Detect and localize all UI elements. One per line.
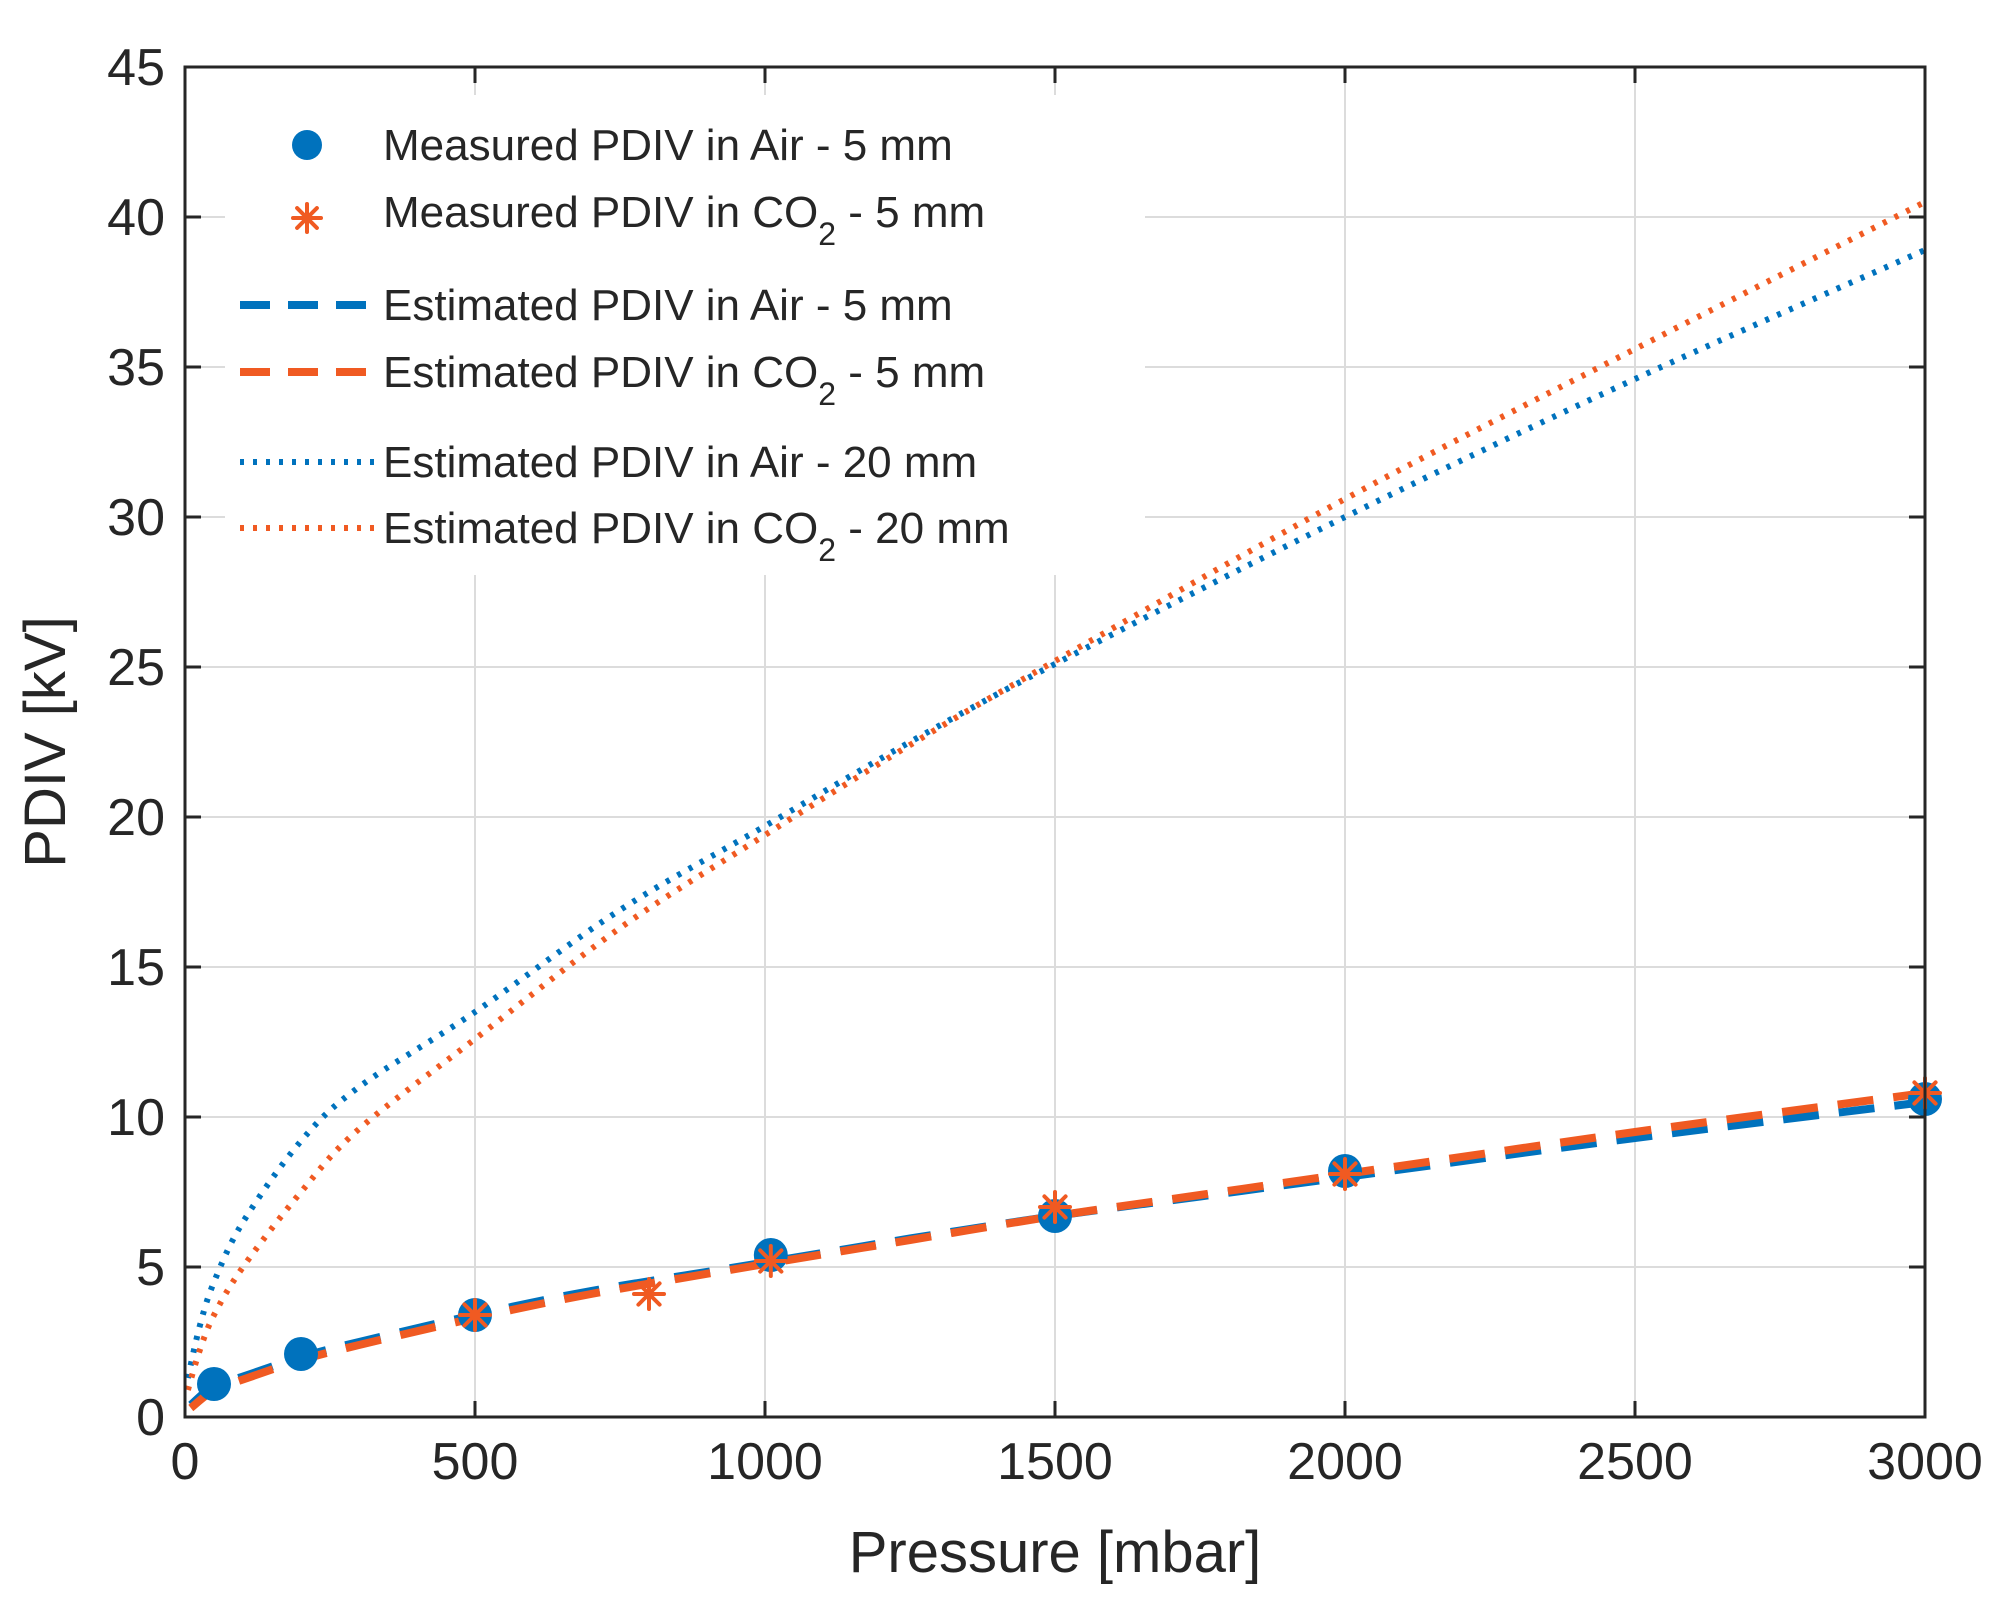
legend-label: Measured PDIV in Air - 5 mm	[383, 121, 953, 170]
data-point-co2-5mm	[1328, 1157, 1362, 1191]
x-tick-label: 3000	[1867, 1433, 1983, 1491]
y-tick-label: 25	[107, 639, 165, 697]
legend-label: Estimated PDIV in Air - 5 mm	[383, 281, 953, 330]
x-tick-label: 500	[432, 1433, 519, 1491]
y-tick-label: 40	[107, 189, 165, 247]
data-point-air-5mm	[284, 1337, 318, 1371]
y-tick-label: 30	[107, 489, 165, 547]
legend-marker-circle	[292, 130, 322, 160]
legend: Measured PDIV in Air - 5 mm Measured PDIV…	[225, 95, 1145, 575]
data-point-co2-5mm	[1038, 1190, 1072, 1224]
y-tick-label: 5	[136, 1239, 165, 1297]
data-point-co2-5mm	[753, 1244, 788, 1278]
x-tick-label: 2500	[1577, 1433, 1693, 1491]
y-tick-label: 0	[136, 1389, 165, 1447]
legend-label: Estimated PDIV in CO2 - 20 mm	[383, 504, 1010, 568]
legend-label: Measured PDIV in CO2 - 5 mm	[383, 188, 985, 252]
y-tick-label: 15	[107, 939, 165, 997]
legend-label: Estimated PDIV in CO2 - 5 mm	[383, 348, 985, 412]
axis-ticks: 0 500 1000 1500 2000 2500 3000 0 5 10 15 20 25 30 35 40…	[107, 39, 1983, 1491]
x-axis-label: Pressure [mbar]	[849, 1520, 1262, 1585]
x-tick-label: 1500	[997, 1433, 1113, 1491]
legend-entry-4: Estimated PDIV in Air - 20 mm	[240, 438, 977, 487]
legend-label: Estimated PDIV in Air - 20 mm	[383, 438, 977, 487]
y-tick-label: 35	[107, 339, 165, 397]
legend-entry-1: Measured PDIV in CO2 - 5 mm	[291, 188, 985, 252]
data-point-air-5mm	[197, 1367, 231, 1401]
y-axis-label: PDIV [kV]	[13, 616, 78, 867]
legend-entry-0: Measured PDIV in Air - 5 mm	[292, 121, 953, 170]
y-tick-label: 45	[107, 39, 165, 97]
legend-background	[225, 95, 1145, 575]
legend-marker-star	[291, 202, 323, 234]
legend-entry-2: Estimated PDIV in Air - 5 mm	[240, 281, 953, 330]
data-point-co2-5mm	[632, 1277, 666, 1311]
legend-entry-5: Estimated PDIV in CO2 - 20 mm	[240, 504, 1010, 568]
y-tick-label: 10	[107, 1089, 165, 1147]
data-point-co2-5mm	[458, 1298, 492, 1332]
y-tick-label: 20	[107, 789, 165, 847]
x-tick-label: 2000	[1287, 1433, 1403, 1491]
legend-entry-3: Estimated PDIV in CO2 - 5 mm	[240, 348, 985, 412]
x-tick-label: 1000	[707, 1433, 823, 1491]
x-tick-label: 0	[171, 1433, 200, 1491]
